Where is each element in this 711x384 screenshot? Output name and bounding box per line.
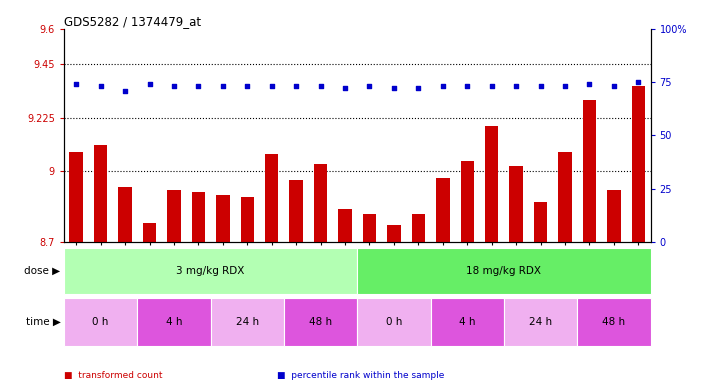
- Bar: [240, 197, 254, 242]
- Text: 48 h: 48 h: [309, 316, 332, 327]
- Text: ■  percentile rank within the sample: ■ percentile rank within the sample: [277, 371, 444, 380]
- Point: [119, 88, 131, 94]
- Point: [339, 85, 351, 91]
- Bar: [363, 214, 376, 242]
- Text: 48 h: 48 h: [602, 316, 626, 327]
- Bar: [167, 190, 181, 242]
- Text: 18 mg/kg RDX: 18 mg/kg RDX: [466, 266, 541, 276]
- Bar: [461, 161, 474, 242]
- Bar: [558, 152, 572, 242]
- Point: [169, 83, 180, 89]
- Bar: [583, 100, 597, 242]
- Bar: [118, 187, 132, 242]
- Point: [584, 81, 595, 87]
- Point: [193, 83, 204, 89]
- Bar: [485, 126, 498, 242]
- Bar: [631, 86, 645, 242]
- Bar: [210, 298, 284, 346]
- Bar: [577, 298, 651, 346]
- Bar: [338, 209, 352, 242]
- Point: [412, 85, 424, 91]
- Bar: [137, 298, 210, 346]
- Text: 0 h: 0 h: [386, 316, 402, 327]
- Bar: [358, 298, 431, 346]
- Bar: [94, 145, 107, 242]
- Point: [461, 83, 473, 89]
- Bar: [436, 178, 449, 242]
- Bar: [289, 180, 303, 242]
- Point: [95, 83, 107, 89]
- Text: 24 h: 24 h: [529, 316, 552, 327]
- Point: [291, 83, 302, 89]
- Point: [608, 83, 619, 89]
- Bar: [607, 190, 621, 242]
- Text: 0 h: 0 h: [92, 316, 109, 327]
- Bar: [387, 225, 401, 242]
- Bar: [431, 298, 504, 346]
- Bar: [64, 248, 358, 294]
- Bar: [265, 154, 279, 242]
- Point: [364, 83, 375, 89]
- Bar: [314, 164, 327, 242]
- Point: [70, 81, 82, 87]
- Text: time ▶: time ▶: [26, 316, 60, 327]
- Bar: [143, 223, 156, 242]
- Text: 4 h: 4 h: [166, 316, 182, 327]
- Point: [486, 83, 498, 89]
- Text: dose ▶: dose ▶: [24, 266, 60, 276]
- Bar: [64, 298, 137, 346]
- Point: [388, 85, 400, 91]
- Point: [242, 83, 253, 89]
- Bar: [412, 214, 425, 242]
- Bar: [216, 195, 230, 242]
- Point: [560, 83, 571, 89]
- Text: 24 h: 24 h: [236, 316, 259, 327]
- Text: ■  transformed count: ■ transformed count: [64, 371, 163, 380]
- Bar: [192, 192, 205, 242]
- Point: [266, 83, 277, 89]
- Point: [510, 83, 522, 89]
- Point: [144, 81, 155, 87]
- Point: [633, 79, 644, 85]
- Bar: [358, 248, 651, 294]
- Point: [437, 83, 449, 89]
- Bar: [70, 152, 83, 242]
- Bar: [534, 202, 547, 242]
- Text: GDS5282 / 1374479_at: GDS5282 / 1374479_at: [64, 15, 201, 28]
- Bar: [509, 166, 523, 242]
- Bar: [284, 298, 358, 346]
- Point: [535, 83, 546, 89]
- Bar: [504, 298, 577, 346]
- Text: 4 h: 4 h: [459, 316, 476, 327]
- Point: [217, 83, 228, 89]
- Text: 3 mg/kg RDX: 3 mg/kg RDX: [176, 266, 245, 276]
- Point: [315, 83, 326, 89]
